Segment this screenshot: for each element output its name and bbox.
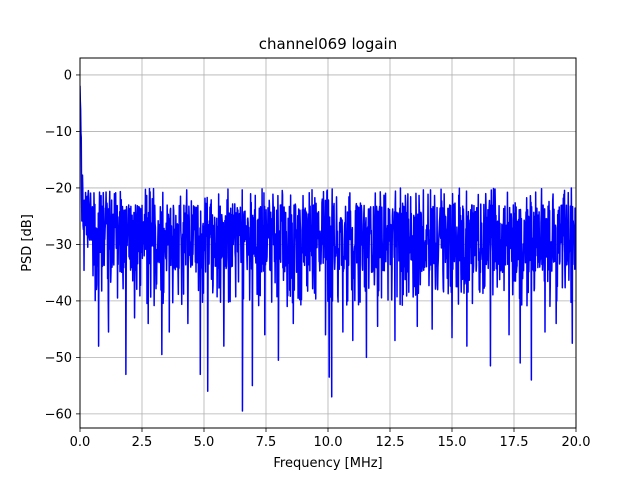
y-tick-label: −50 — [45, 351, 72, 366]
chart-title: channel069 logain — [259, 35, 398, 53]
y-axis-ticks: 0 −10 −20 −30 −40 −50 −60 — [45, 68, 80, 422]
x-tick-label: 0.0 — [70, 435, 91, 450]
y-tick-label: −60 — [45, 407, 72, 422]
y-tick-label: −20 — [45, 181, 72, 196]
x-axis-ticks: 0.0 2.5 5.0 7.5 10.0 12.5 15.0 17.5 20.0 — [70, 428, 591, 450]
x-tick-label: 17.5 — [500, 435, 529, 450]
x-tick-label: 12.5 — [376, 435, 405, 450]
psd-series-line — [80, 85, 576, 412]
x-tick-label: 7.5 — [256, 435, 277, 450]
y-axis-label: PSD [dB] — [20, 214, 35, 272]
y-tick-label: −10 — [45, 125, 72, 140]
y-tick-label: −30 — [45, 238, 72, 253]
y-tick-label: 0 — [64, 68, 72, 83]
x-tick-label: 15.0 — [438, 435, 467, 450]
plot-area — [80, 85, 576, 412]
y-tick-label: −40 — [45, 294, 72, 309]
x-tick-label: 20.0 — [562, 435, 591, 450]
x-tick-label: 10.0 — [314, 435, 343, 450]
x-tick-label: 5.0 — [194, 435, 215, 450]
x-axis-label: Frequency [MHz] — [273, 456, 382, 471]
x-tick-label: 2.5 — [132, 435, 153, 450]
